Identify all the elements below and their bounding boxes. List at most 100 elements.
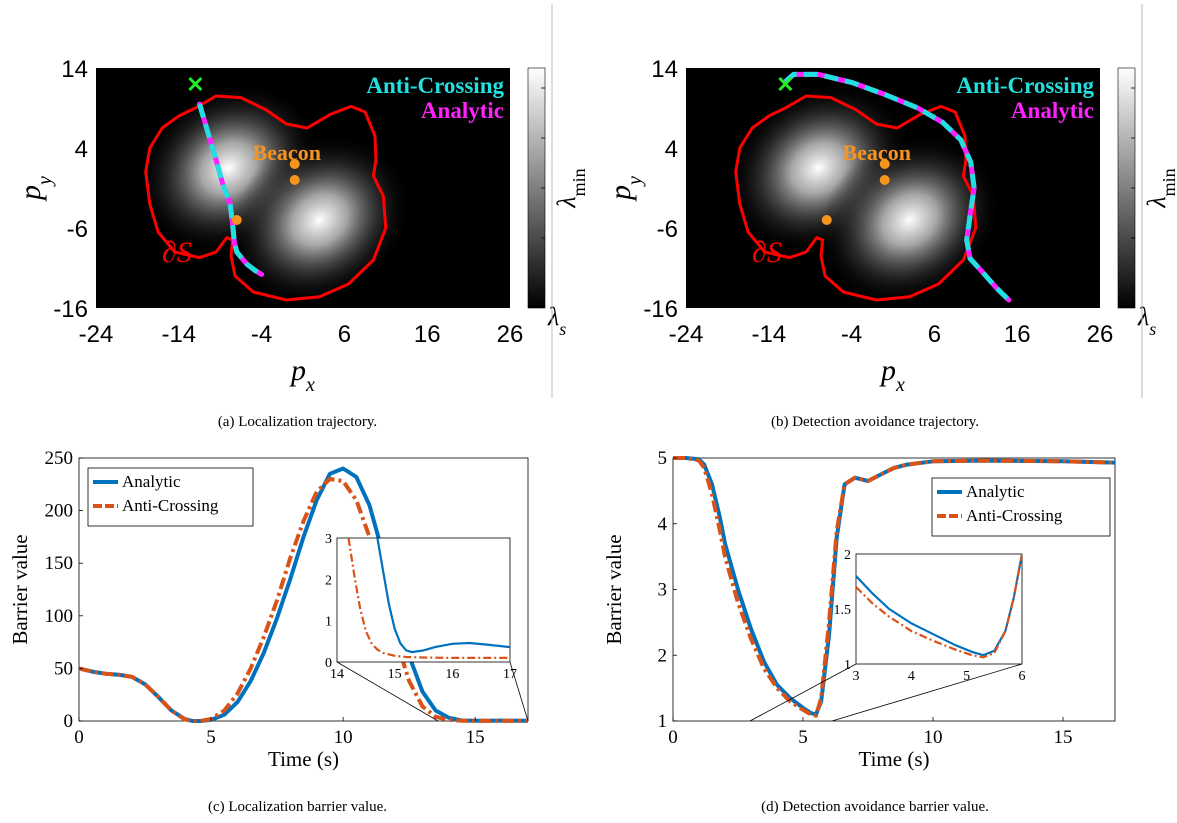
y-tick-label: 100 [45, 606, 74, 627]
inset-y-tick-label: 1 [325, 615, 332, 630]
colorbar-top-label: λmin [1142, 168, 1177, 208]
y-tick-label: 4 [665, 136, 678, 163]
inset-x-tick-label: 6 [1019, 669, 1026, 684]
x-tick-label: 15 [466, 727, 485, 748]
inset-x-tick-label: 16 [445, 667, 459, 682]
colorbar-bottom-label: λs [1137, 302, 1156, 339]
legend-box [931, 477, 1111, 537]
x-tick-label: 15 [1054, 727, 1073, 748]
y-tick-label: 250 [45, 448, 74, 469]
x-tick-label: 10 [334, 727, 353, 748]
x-tick-label: 26 [497, 321, 524, 348]
legend-analytic: Analytic [1011, 98, 1094, 123]
beacon-marker [289, 159, 300, 169]
beacon-marker [821, 215, 832, 225]
x-tick-label: -4 [841, 321, 862, 348]
caption-a: (a) Localization trajectory. [217, 414, 378, 430]
safe-set-boundary [144, 94, 388, 302]
x-tick-label: 10 [924, 727, 943, 748]
y-tick-label: -16 [643, 296, 678, 323]
beacon-marker [289, 175, 300, 185]
y-tick-label: 0 [64, 711, 74, 732]
inset-area [855, 553, 1023, 665]
series-analytic-line [673, 456, 1115, 717]
y-tick-label: -6 [67, 216, 88, 243]
legend-analytic-label: Analytic [966, 482, 1025, 501]
inset-connector [509, 661, 529, 722]
y-tick-label: 200 [45, 501, 74, 522]
x-tick-label: 26 [1087, 321, 1114, 348]
inset-area [336, 537, 511, 663]
y-tick-label: 4 [658, 514, 668, 535]
inset-x-tick-label: 14 [330, 667, 344, 682]
y-axis-label: Barrier value [602, 534, 626, 644]
y-tick-label: 3 [658, 580, 668, 601]
start-marker [778, 76, 793, 92]
intensity-blob [818, 134, 1001, 306]
colorbar-bottom-label: λs [547, 302, 566, 339]
x-axis-label: Time (s) [859, 747, 930, 771]
inset-x-tick-label: 5 [963, 669, 970, 684]
inset-x-tick-label: 15 [388, 667, 402, 682]
beacon-label: Beacon [252, 140, 320, 165]
x-tick-label: -14 [161, 321, 196, 348]
legend-anticrossing: Anti-Crossing [366, 73, 504, 98]
inset-series-group [856, 554, 1022, 659]
inset-connector [831, 663, 1023, 722]
y-tick-label: -16 [53, 296, 88, 323]
anticrossing-trajectory [783, 71, 1011, 302]
x-tick-label: 16 [414, 321, 441, 348]
y-tick-label: 14 [651, 56, 678, 83]
boundary-label: ∂S [752, 236, 782, 269]
legend-anticrossing-label: Anti-Crossing [122, 496, 219, 515]
colorbar-top-label: λmin [552, 168, 589, 208]
x-tick-label: 0 [74, 727, 84, 748]
inset-x-tick-label: 4 [908, 669, 915, 684]
heatmap-field [137, 82, 411, 306]
inset-y-tick-label: 1 [844, 658, 851, 673]
inset-series-group [347, 538, 510, 659]
inset-y-tick-label: 2 [325, 573, 332, 588]
y-tick-label: -6 [657, 216, 678, 243]
x-tick-label: -14 [751, 321, 786, 348]
inset-y-tick-label: 1.5 [834, 603, 852, 618]
safe-set-boundary [734, 94, 978, 302]
caption-d: (d) Detection avoidance barrier value. [761, 799, 989, 815]
axes: -24 -14 -4 6 16 26 -16 -6 4 14 [643, 56, 1113, 348]
x-tick-label: 0 [668, 727, 678, 748]
x-tick-label: 6 [338, 321, 351, 348]
legend-anticrossing: Anti-Crossing [956, 73, 1094, 98]
beacon-marker [231, 215, 242, 225]
heatmap-field [727, 71, 1012, 306]
inset-x-tick-label: 17 [503, 667, 517, 682]
series-group [673, 456, 1115, 718]
inset-analytic-line [856, 554, 1022, 657]
legend-box [87, 467, 254, 527]
boundary-label: ∂S [162, 236, 192, 269]
x-tick-label: 6 [928, 321, 941, 348]
y-tick-label: 4 [75, 136, 88, 163]
x-axis-label: px [289, 354, 315, 396]
series-group [79, 466, 528, 723]
x-tick-label: 5 [206, 727, 216, 748]
y-axis-label: Barrier value [8, 534, 32, 644]
x-axis-label: Time (s) [268, 747, 339, 771]
y-tick-label: 1 [658, 711, 668, 732]
axes: -24 -14 -4 6 16 26 -16 -6 4 14 [53, 56, 523, 348]
anticrossing-trajectory [197, 103, 263, 277]
x-tick-label: -24 [669, 321, 704, 348]
inset-y-tick-label: 0 [325, 656, 332, 671]
inset-anticrossing-line [347, 538, 510, 659]
y-tick-label: 5 [658, 448, 668, 469]
x-tick-label: -24 [79, 321, 114, 348]
inset-y-tick-label: 2 [844, 548, 851, 563]
inset-analytic-line [376, 538, 510, 654]
y-axis-label: py [14, 176, 56, 202]
beacon-marker [879, 175, 890, 185]
beacon-marker [879, 159, 890, 169]
caption-c: (c) Localization barrier value. [207, 799, 388, 815]
legend-analytic-label: Analytic [122, 472, 181, 491]
